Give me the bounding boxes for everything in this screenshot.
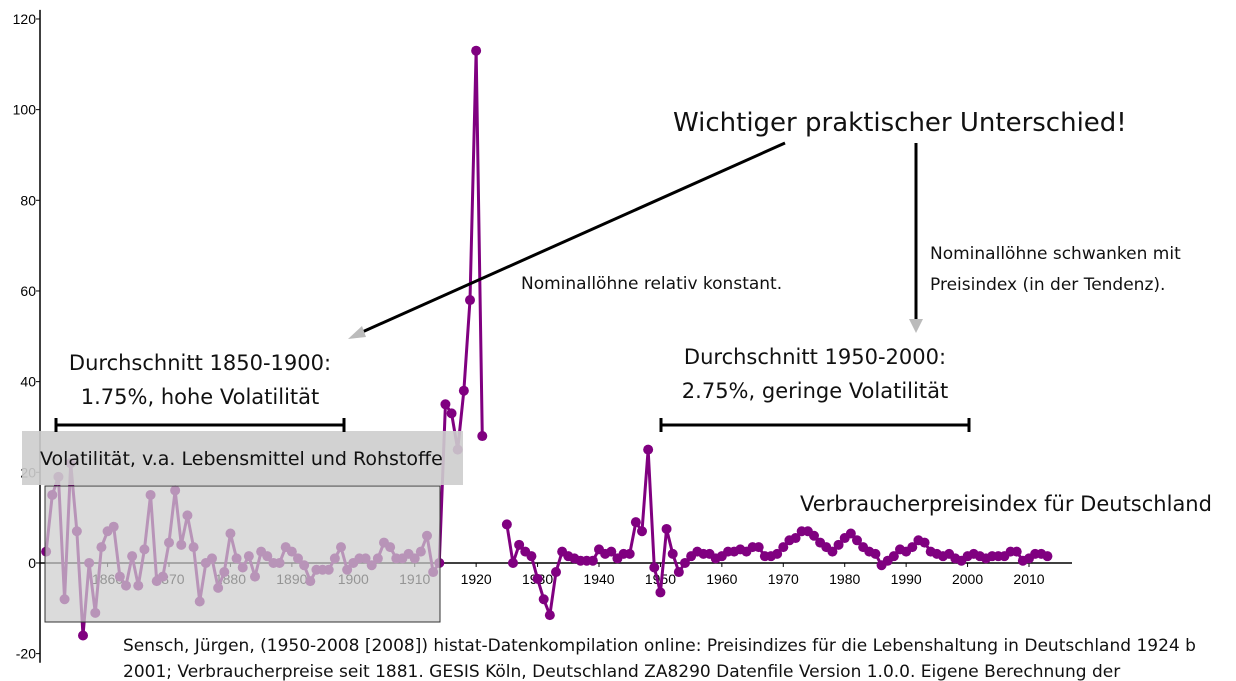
data-point — [852, 535, 862, 546]
source: Sensch, Jürgen, (1950-2008 [2008]) hista… — [123, 636, 1196, 656]
note: Nominallöhne schwanken mit — [930, 244, 1181, 264]
note: Preisindex (in der Tendenz). — [930, 275, 1165, 295]
average-label: 2.75%, geringe Volatilität — [682, 379, 948, 403]
data-point — [606, 546, 617, 557]
data-point — [514, 539, 525, 550]
data-point — [508, 557, 518, 568]
y-tick-label: 80 — [20, 192, 36, 208]
x-tick-label: 2010 — [1013, 571, 1044, 587]
note: Nominallöhne relativ konstant. — [521, 274, 782, 294]
y-tick-label: -20 — [16, 646, 36, 662]
data-point — [772, 548, 783, 559]
data-point — [870, 548, 881, 559]
data-point — [778, 542, 789, 553]
data-point — [1042, 551, 1053, 562]
data-point — [667, 548, 678, 559]
data-point — [637, 526, 647, 537]
data-point — [888, 551, 899, 562]
source: 2001; Verbraucherpreise seit 1881. GESIS… — [123, 662, 1120, 681]
data-point — [630, 517, 641, 528]
x-tick-label: 1970 — [768, 571, 799, 587]
x-tick-label: 2000 — [952, 571, 983, 587]
data-point — [477, 431, 488, 442]
x-tick-label: 1920 — [461, 571, 492, 587]
data-point — [440, 399, 451, 410]
x-tick-label: 1960 — [706, 571, 737, 587]
y-tick-label: 120 — [13, 11, 37, 27]
average-label: 1.75%, hohe Volatilität — [81, 385, 320, 409]
x-tick-label: 1940 — [583, 571, 614, 587]
data-point — [544, 610, 555, 621]
data-point — [643, 444, 654, 455]
volatility-overlay — [44, 485, 441, 623]
data-point — [532, 573, 543, 584]
data-point — [673, 567, 684, 578]
data-point — [458, 385, 469, 396]
data-point — [680, 557, 690, 568]
data-point — [471, 45, 482, 56]
x-tick-label: 1980 — [829, 571, 860, 587]
data-point — [446, 408, 457, 419]
data-point — [551, 567, 561, 578]
data-point — [624, 548, 635, 559]
arrowhead — [348, 326, 366, 339]
bracket — [659, 418, 971, 432]
data-point — [587, 555, 598, 566]
bracket — [54, 418, 346, 432]
data-point — [501, 519, 512, 530]
data-point — [78, 630, 88, 641]
data-point — [526, 551, 537, 562]
data-point — [790, 533, 801, 544]
data-point — [465, 295, 475, 306]
data-point — [538, 594, 549, 605]
headline: Wichtiger praktischer Unterschied! — [673, 108, 1127, 138]
arrow — [359, 141, 786, 335]
data-point — [919, 537, 930, 548]
data-point — [809, 530, 819, 541]
y-tick-label: 0 — [28, 555, 36, 571]
data-point — [833, 539, 844, 550]
series-label: Verbraucherpreisindex für Deutschland — [800, 492, 1212, 516]
data-point — [1011, 546, 1022, 557]
data-point — [753, 542, 764, 553]
volatility-label: Volatilität, v.a. Lebensmittel und Rohst… — [40, 448, 443, 470]
volatility-label-box — [22, 431, 463, 485]
data-point — [845, 528, 856, 539]
y-tick-label: 60 — [20, 283, 36, 299]
data-point — [827, 546, 838, 557]
y-tick-label: 100 — [13, 102, 37, 118]
data-point — [661, 523, 672, 534]
x-tick-label: 1990 — [891, 571, 922, 587]
arrowhead — [909, 319, 923, 333]
y-tick-label: 40 — [20, 374, 36, 390]
average-label: Durchschnitt 1950-2000: — [684, 345, 946, 369]
data-point — [655, 587, 666, 598]
data-point — [907, 542, 918, 553]
data-point — [649, 562, 660, 573]
average-label: Durchschnitt 1850-1900: — [69, 351, 331, 375]
